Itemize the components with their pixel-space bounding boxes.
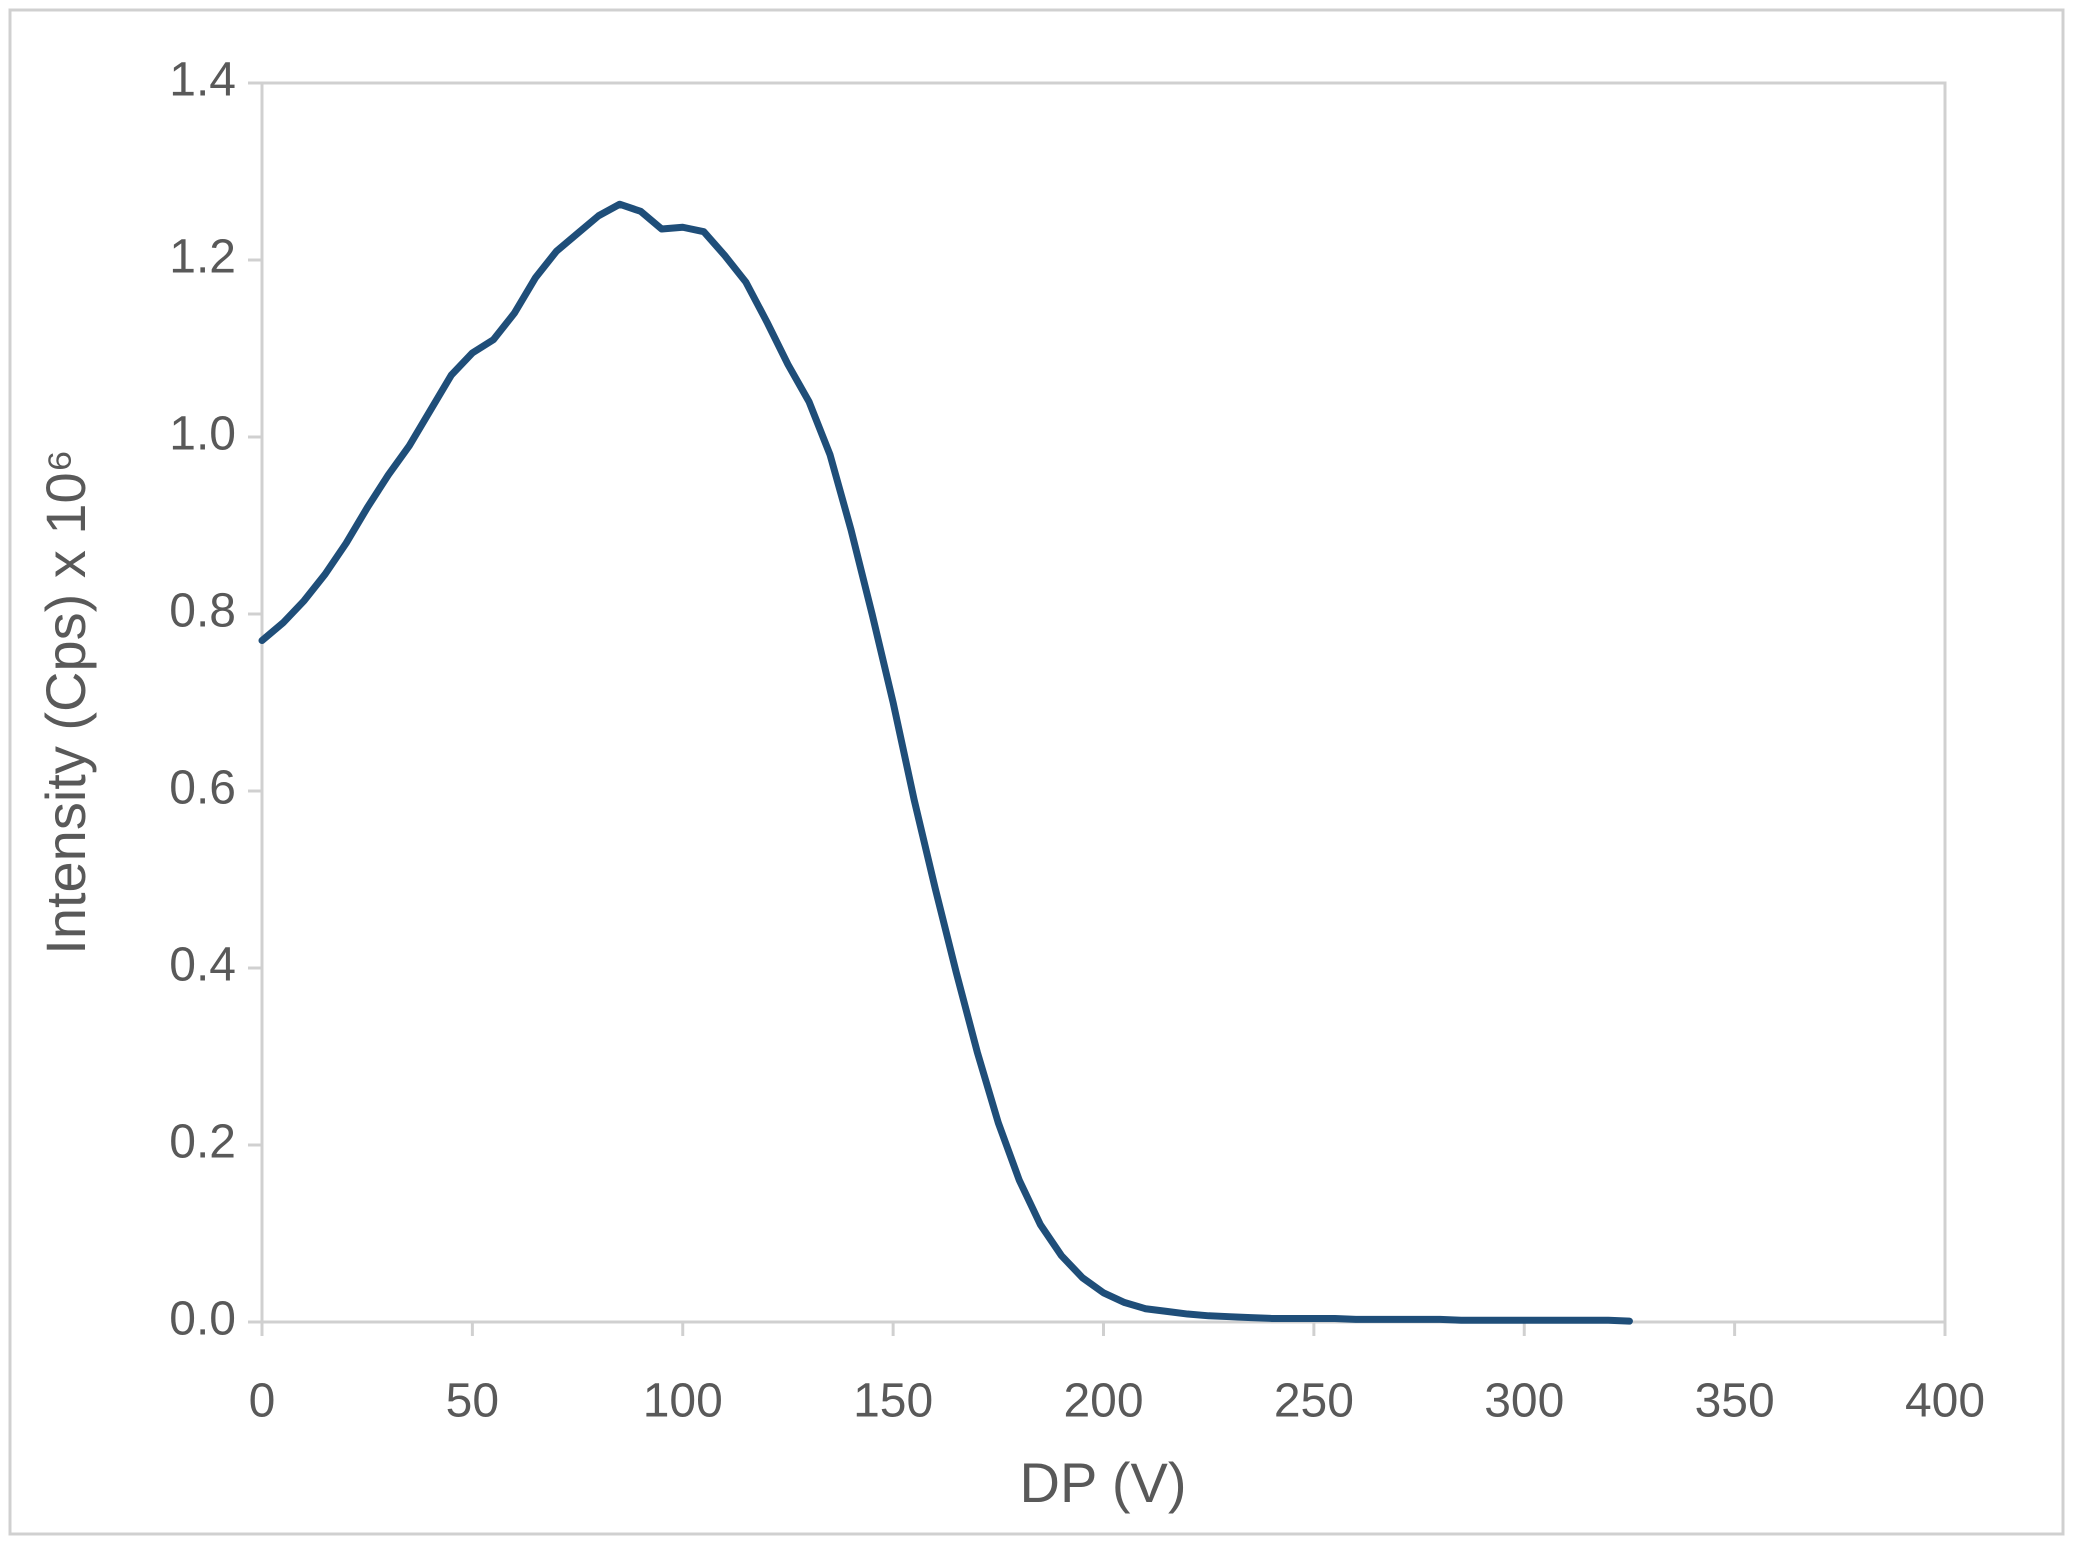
- x-tick-label: 300: [1484, 1375, 1564, 1428]
- y-tick-label: 0.0: [169, 1293, 236, 1346]
- y-tick-label: 0.4: [169, 939, 236, 992]
- y-tick-label: 1.0: [169, 408, 236, 461]
- y-tick-label: 1.2: [169, 231, 236, 284]
- y-tick-label: 0.2: [169, 1116, 236, 1169]
- x-tick-label: 50: [446, 1375, 499, 1428]
- x-tick-label: 250: [1274, 1375, 1354, 1428]
- y-axis-title: Intensity (Cps) x 10⁶: [34, 449, 97, 954]
- x-tick-label: 150: [853, 1375, 933, 1428]
- y-tick-label: 0.8: [169, 585, 236, 638]
- x-tick-label: 400: [1905, 1375, 1985, 1428]
- y-tick-label: 1.4: [169, 54, 236, 107]
- x-tick-label: 0: [249, 1375, 276, 1428]
- chart-border: [8, 8, 2065, 1536]
- x-tick-label: 100: [643, 1375, 723, 1428]
- x-tick-label: 200: [1063, 1375, 1143, 1428]
- y-tick-label: 0.6: [169, 762, 236, 815]
- data-line: [258, 200, 1633, 1325]
- x-tick-label: 350: [1695, 1375, 1775, 1428]
- x-axis-title: DP (V): [1020, 1451, 1187, 1514]
